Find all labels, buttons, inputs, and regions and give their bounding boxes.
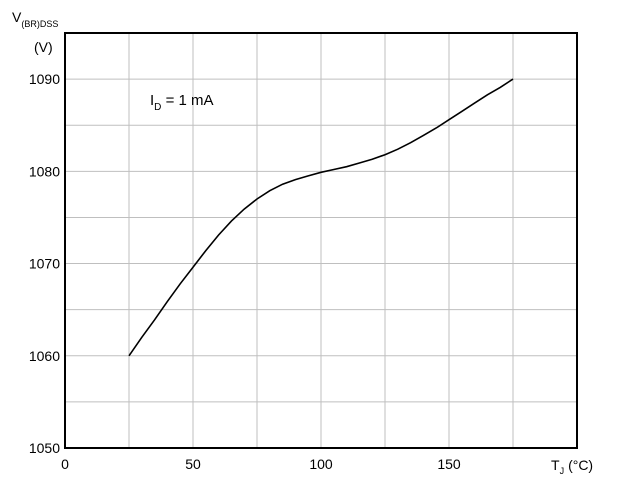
y-tick-label: 1060 bbox=[29, 348, 60, 364]
x-tick-label: 150 bbox=[437, 456, 461, 472]
x-axis-label: TJ (°C) bbox=[551, 457, 593, 476]
y-tick-labels: 1050 1060 1070 1080 1090 bbox=[29, 71, 60, 456]
x-tick-labels: 0 50 100 150 bbox=[61, 456, 461, 472]
series-line bbox=[128, 78, 514, 357]
x-tick-label: 100 bbox=[309, 456, 333, 472]
plot-frame bbox=[64, 32, 578, 449]
annotation: ID = 1 mA bbox=[150, 92, 214, 113]
y-tick-label: 1090 bbox=[29, 71, 60, 87]
y-tick-label: 1080 bbox=[29, 163, 60, 179]
y-axis-label: V(BR)DSS bbox=[12, 9, 58, 29]
y-tick-label: 1050 bbox=[29, 440, 60, 456]
y-tick-label: 1070 bbox=[29, 256, 60, 272]
grid bbox=[65, 33, 577, 448]
x-tick-label: 0 bbox=[61, 456, 69, 472]
y-axis-unit: (V) bbox=[34, 39, 53, 55]
x-tick-label: 50 bbox=[185, 456, 201, 472]
